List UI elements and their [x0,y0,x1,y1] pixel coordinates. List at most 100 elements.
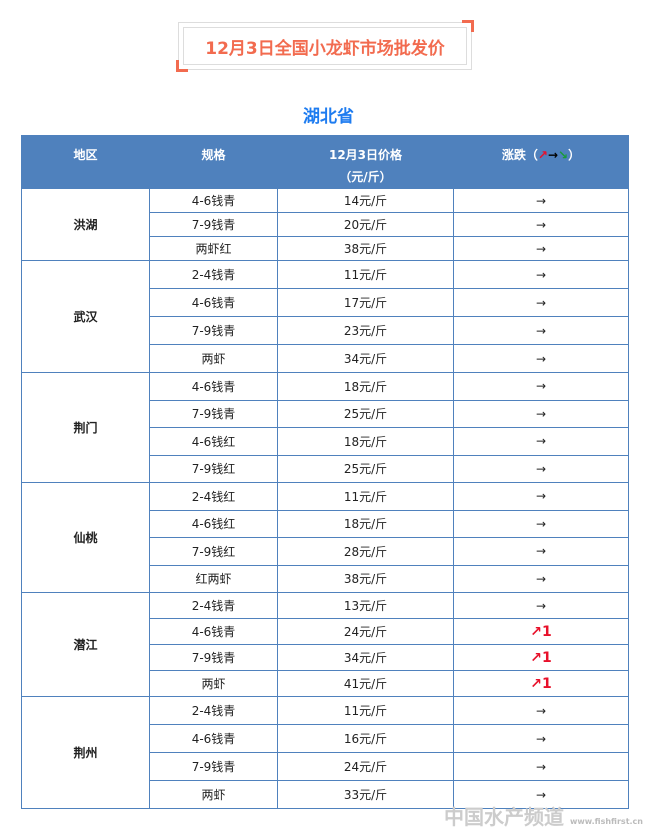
watermark-url: www.fishfirst.cn [569,817,643,826]
table-row: 潜江 2-4钱青 13元/斤 → [21,592,629,697]
header-price-label: 12月3日价格 [328,148,403,162]
change-cell: → [453,696,629,725]
table-row: 4-6钱红 18元/斤 → [22,427,629,456]
spec-cell: 2-4钱红 [149,482,278,511]
price-cell: 11元/斤 [277,260,454,289]
change-cell: → [453,564,629,593]
price-cell: 18元/斤 [277,372,454,401]
spec-cell: 4-6钱红 [149,427,278,456]
spec-cell: 7-9钱红 [149,454,278,483]
price-cell: 33元/斤 [277,780,454,809]
change-cell: → [453,188,629,213]
spec-cell: 7-9钱青 [149,752,278,781]
spec-cell: 两虾红 [149,236,278,261]
table-row: 荆门 4-6钱青 18元/斤 → [21,372,629,483]
spec-cell: 7-9钱青 [149,399,278,428]
table-row: 7-9钱红 25元/斤 → [22,454,629,483]
spec-cell: 4-6钱红 [149,509,278,538]
price-cell: 41元/斤 [277,670,454,697]
change-cell: → [453,372,629,401]
table-row: 4-6钱青 16元/斤 → [22,724,629,753]
region-cell: 荆州 [21,696,150,809]
arrow-down-icon: ↘ [558,148,569,162]
header-change-label: 涨跌（ [501,148,538,162]
change-cell: ↗1 [453,670,629,697]
spec-cell: 两虾 [149,670,278,697]
spec-cell: 4-6钱青 [149,618,278,645]
header-price-unit: （元/斤） [339,170,392,184]
table-row: 红两虾 38元/斤 → [22,564,629,593]
price-cell: 11元/斤 [277,696,454,725]
change-cell: → [453,316,629,345]
price-cell: 18元/斤 [277,427,454,456]
price-cell: 14元/斤 [277,188,454,213]
spec-cell: 2-4钱青 [149,592,278,619]
change-cell: → [453,454,629,483]
table-row: 两虾 41元/斤 ↗1 [22,670,629,697]
region-cell: 潜江 [21,592,150,697]
change-cell: ↗1 [453,618,629,645]
change-cell: → [453,724,629,753]
header-change-end: ） [568,148,581,162]
change-cell: ↗1 [453,644,629,671]
price-cell: 38元/斤 [277,236,454,261]
spec-cell: 7-9钱青 [149,316,278,345]
region-cell: 武汉 [21,260,150,373]
change-cell: → [453,752,629,781]
table-row: 7-9钱青 23元/斤 → [22,316,629,345]
title-box: 12月3日全国小龙虾市场批发价 [176,20,474,72]
change-cell: → [453,212,629,237]
header-price: 12月3日价格 （元/斤） [277,135,454,189]
region-cell: 仙桃 [21,482,150,593]
spec-cell: 两虾 [149,780,278,809]
change-cell: → [453,780,629,809]
table-row: 7-9钱青 34元/斤 ↗1 [22,644,629,671]
arrow-right-icon: → [547,148,559,162]
table-row: 4-6钱红 18元/斤 → [22,509,629,538]
table-row: 4-6钱青 17元/斤 → [22,288,629,317]
table-row: 荆州 2-4钱青 11元/斤 → [21,696,629,809]
table-row: 仙桃 2-4钱红 11元/斤 → [21,482,629,593]
change-cell: → [453,427,629,456]
price-cell: 16元/斤 [277,724,454,753]
price-cell: 11元/斤 [277,482,454,511]
region-cell: 荆门 [21,372,150,483]
header-spec: 规格 [149,135,278,189]
spec-cell: 2-4钱青 [149,260,278,289]
spec-cell: 2-4钱青 [149,696,278,725]
change-cell: → [453,482,629,511]
change-cell: → [453,344,629,373]
spec-cell: 两虾 [149,344,278,373]
price-cell: 17元/斤 [277,288,454,317]
table-row: 洪湖 4-6钱青 14元/斤 → [21,188,629,261]
price-cell: 20元/斤 [277,212,454,237]
header-region: 地区 [21,135,150,189]
table-row: 两虾 34元/斤 → [22,344,629,373]
change-cell: → [453,399,629,428]
watermark: 中国水产频道 www.fishfirst.cn [444,806,643,828]
spec-cell: 红两虾 [149,564,278,593]
corner-decoration [176,60,188,72]
table-row: 两虾红 38元/斤 → [22,236,629,261]
price-cell: 24元/斤 [277,618,454,645]
table-row: 两虾 33元/斤 → [22,780,629,809]
watermark-text: 中国水产频道 [443,805,564,829]
price-cell: 28元/斤 [277,537,454,566]
price-cell: 38元/斤 [277,564,454,593]
spec-cell: 7-9钱红 [149,537,278,566]
price-cell: 13元/斤 [277,592,454,619]
spec-cell: 7-9钱青 [149,644,278,671]
price-table: 地区 规格 12月3日价格 （元/斤） 涨跌（↗→↘） 洪湖 4-6钱青 14元/斤 →… [21,135,629,809]
table-row: 7-9钱红 28元/斤 → [22,537,629,566]
price-cell: 24元/斤 [277,752,454,781]
header-change: 涨跌（↗→↘） [453,135,629,189]
change-cell: → [453,288,629,317]
change-cell: → [453,260,629,289]
spec-cell: 4-6钱青 [149,188,278,213]
price-cell: 34元/斤 [277,344,454,373]
price-cell: 23元/斤 [277,316,454,345]
price-cell: 25元/斤 [277,454,454,483]
price-cell: 25元/斤 [277,399,454,428]
spec-cell: 4-6钱青 [149,288,278,317]
corner-decoration [462,20,474,32]
